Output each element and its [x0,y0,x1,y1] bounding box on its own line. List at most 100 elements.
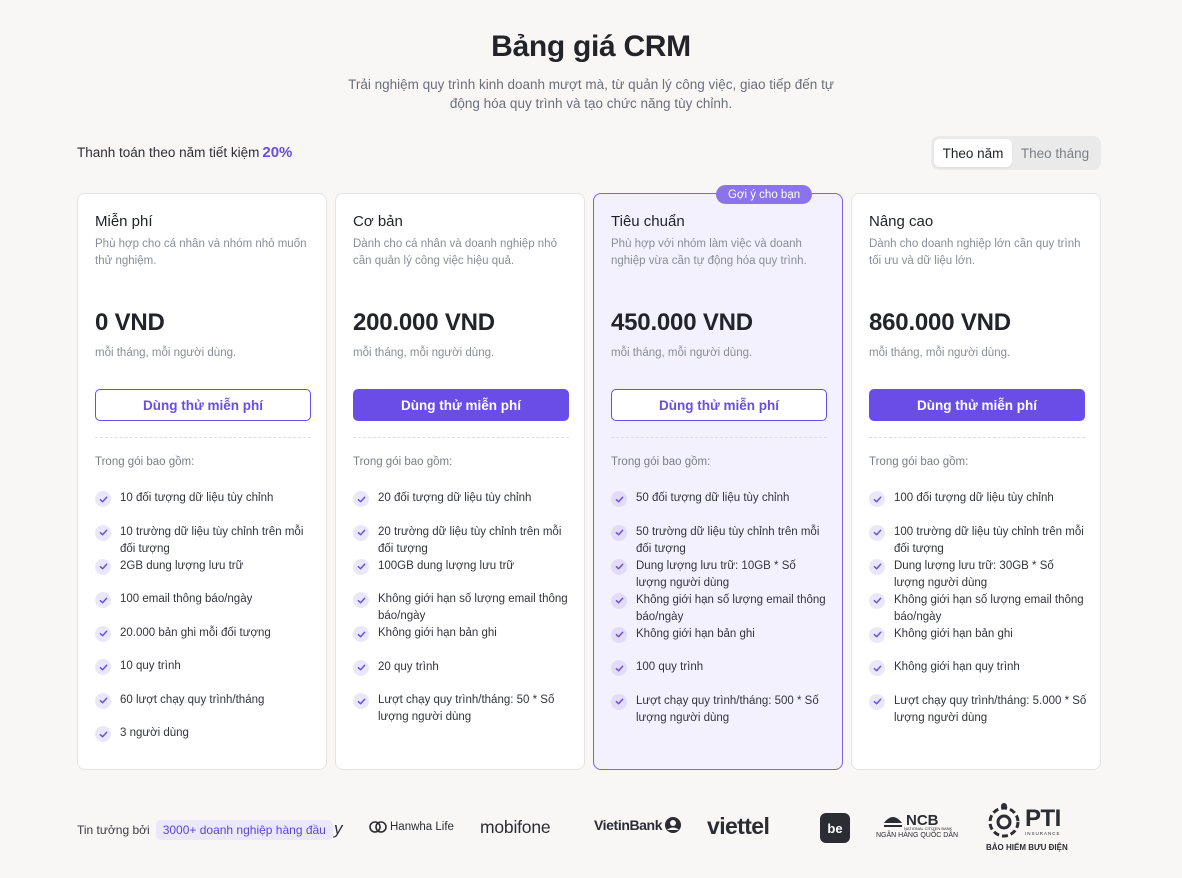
feature-text: Dung lượng lưu trữ: 10GB * Số lượng ngườ… [636,559,796,589]
feature-text: 50 trường dữ liệu tùy chỉnh trên mỗi đối… [636,525,820,555]
feature-item: 20 đối tượng dữ liệu tùy chỉnh [353,490,571,524]
feature-item: Không giới hạn số lượng email thông báo/… [353,591,571,625]
feature-item: 100 trường dữ liệu tùy chỉnh trên mỗi đố… [869,524,1087,558]
feature-text: Không giới hạn số lượng email thông báo/… [378,593,568,622]
plan-card-advanced: Nâng cao Dành cho doanh nghiệp lớn cần q… [851,193,1101,770]
divider [95,437,311,438]
plan-price-unit: mỗi tháng, mỗi người dùng. [869,347,1011,359]
feature-text: 3 người dùng [120,727,189,739]
feature-item: 20 trường dữ liệu tùy chỉnh trên mỗi đối… [353,524,571,558]
feature-item: 100 email thông báo/ngày [95,591,313,625]
pti-insurance-label: INSURANCE [1025,830,1061,836]
check-icon [353,524,369,541]
included-label: Trong gói bao gồm: [869,456,969,468]
feature-text: Lượt chạy quy trình/tháng: 50 * Số lượng… [378,694,555,723]
annual-savings-label: Thanh toán theo năm tiết kiệm [77,145,260,160]
check-icon [869,491,885,507]
feature-text: 10 trường dữ liệu tùy chỉnh trên mỗi đối… [120,525,304,555]
toggle-monthly[interactable]: Theo tháng [1020,145,1090,161]
page-title: Bảng giá CRM [491,30,691,63]
feature-list: 50 đối tượng dữ liệu tùy chỉnh 50 trường … [611,490,829,727]
plan-name: Cơ bản [353,213,403,230]
vietinbank-logo: VietinBank [594,816,682,834]
try-free-button[interactable]: Dùng thử miễn phí [353,389,569,421]
hanwha-life-logo: Hanwha Life [369,818,454,836]
plan-price-unit: mỗi tháng, mỗi người dùng. [611,347,753,359]
plan-card-basic: Cơ bản Dành cho cá nhân và doanh nghiệp … [335,193,585,770]
feature-item: 3 người dùng [95,725,313,759]
feature-text: 20.000 bản ghi mỗi đối tượng [120,626,271,639]
feature-item: Lượt chạy quy trình/tháng: 500 * Số lượn… [611,693,829,727]
divider [869,437,1085,438]
trusted-by: Tin tưởng bởi 3000+ doanh nghiệp hàng đầ… [77,820,333,840]
feature-list: 100 đối tượng dữ liệu tùy chỉnh 100 trườn… [869,490,1087,727]
feature-text: 100 email thông báo/ngày [120,593,253,605]
feature-text: 100GB dung lượng lưu trữ [378,559,515,572]
feature-text: Không giới hạn số lượng email thông báo/… [894,593,1084,623]
feature-text: 100 đối tượng dữ liệu tùy chỉnh [894,492,1054,504]
feature-item: 60 lượt chạy quy trình/tháng [95,692,313,726]
plan-description: Dành cho doanh nghiệp lớn cần quy trình … [869,238,1081,267]
plan-name: Miễn phí [95,213,153,230]
check-icon [611,558,627,575]
annual-savings-note: Thanh toán theo năm tiết kiệm 20% [77,144,292,161]
feature-item: Dung lượng lưu trữ: 10GB * Số lượng ngườ… [611,558,829,592]
feature-text: Lượt chạy quy trình/tháng: 5.000 * Số lư… [894,694,1087,724]
pti-emblem-icon [988,803,1020,838]
check-icon [353,491,369,507]
feature-item: Không giới hạn bản ghi [611,626,829,660]
plan-price-unit: mỗi tháng, mỗi người dùng. [95,347,237,359]
plan-card-free: Miễn phí Phù hợp cho cá nhân và nhóm nhỏ… [77,193,327,770]
plan-price: 450.000 VND [611,309,753,336]
vietinbank-emblem-icon [665,817,682,833]
feature-item: 10 đối tượng dữ liệu tùy chỉnh [95,490,313,524]
viettel-logo: viettel [707,813,770,839]
feature-item: Không giới hạn số lượng email thông báo/… [611,592,829,626]
feature-text: Không giới hạn số lượng email thông báo/… [636,593,826,623]
feature-item: Không giới hạn số lượng email thông báo/… [869,592,1087,626]
check-icon [611,592,627,609]
check-icon [869,693,885,710]
page-subtitle: Trải nghiệm quy trình kinh doanh mượt mà… [348,77,834,111]
try-free-button[interactable]: Dùng thử miễn phí [869,389,1085,421]
trusted-by-count-pill: 3000+ doanh nghiệp hàng đầu [155,820,333,840]
feature-text: Dung lượng lưu trữ: 30GB * Số lượng ngườ… [894,559,1054,589]
annual-savings-percent: 20% [262,144,293,161]
ncb-emblem-icon [884,816,902,827]
check-icon [95,558,111,575]
try-free-button[interactable]: Dùng thử miễn phí [95,389,311,421]
trusted-by-label: Tin tưởng bởi [77,823,150,837]
check-icon [611,626,627,643]
feature-item: 100 đối tượng dữ liệu tùy chỉnh [869,490,1087,524]
feature-text: Lượt chạy quy trình/tháng: 500 * Số lượn… [636,694,819,724]
mobifone-logo: mobifone [480,817,551,837]
pti-wordmark: PTI [1025,804,1061,832]
check-icon [353,592,369,608]
feature-item: 50 trường dữ liệu tùy chỉnh trên mỗi đối… [611,524,829,558]
feature-text: 100 trường dữ liệu tùy chỉnh trên mỗi đố… [894,525,1084,555]
feature-item: Không giới hạn quy trình [869,659,1087,693]
hanwha-wordmark: Hanwha Life [390,821,454,833]
feature-list: 10 đối tượng dữ liệu tùy chỉnh 10 trường … [95,490,313,759]
check-icon [611,660,627,676]
plan-price: 200.000 VND [353,309,495,336]
feature-text: 60 lượt chạy quy trình/tháng [120,693,265,706]
feature-item: 10 trường dữ liệu tùy chỉnh trên mỗi đối… [95,524,313,558]
ncb-wordmark: NCB [906,812,939,829]
toggle-yearly[interactable]: Theo năm [934,139,1012,167]
be-logo: be [820,813,850,843]
check-icon [611,693,627,710]
feature-text: 2GB dung lượng lưu trữ [120,559,244,572]
try-free-button[interactable]: Dùng thử miễn phí [611,389,827,421]
divider [353,437,569,438]
plan-card-standard: Gợi ý cho bạn Tiêu chuẩn Phù hợp với nhó… [593,185,843,770]
feature-text: Không giới hạn quy trình [894,661,1020,673]
check-icon [95,692,111,709]
check-icon [95,491,111,507]
hanwha-emblem-icon [369,821,387,833]
recommended-badge: Gợi ý cho bạn [716,185,813,204]
feature-text: Không giới hạn bản ghi [378,627,497,639]
feature-text: 10 quy trình [120,660,181,672]
check-icon [869,592,885,609]
plan-description: Dành cho cá nhân và doanh nghiệp nhỏ cần… [353,238,557,267]
